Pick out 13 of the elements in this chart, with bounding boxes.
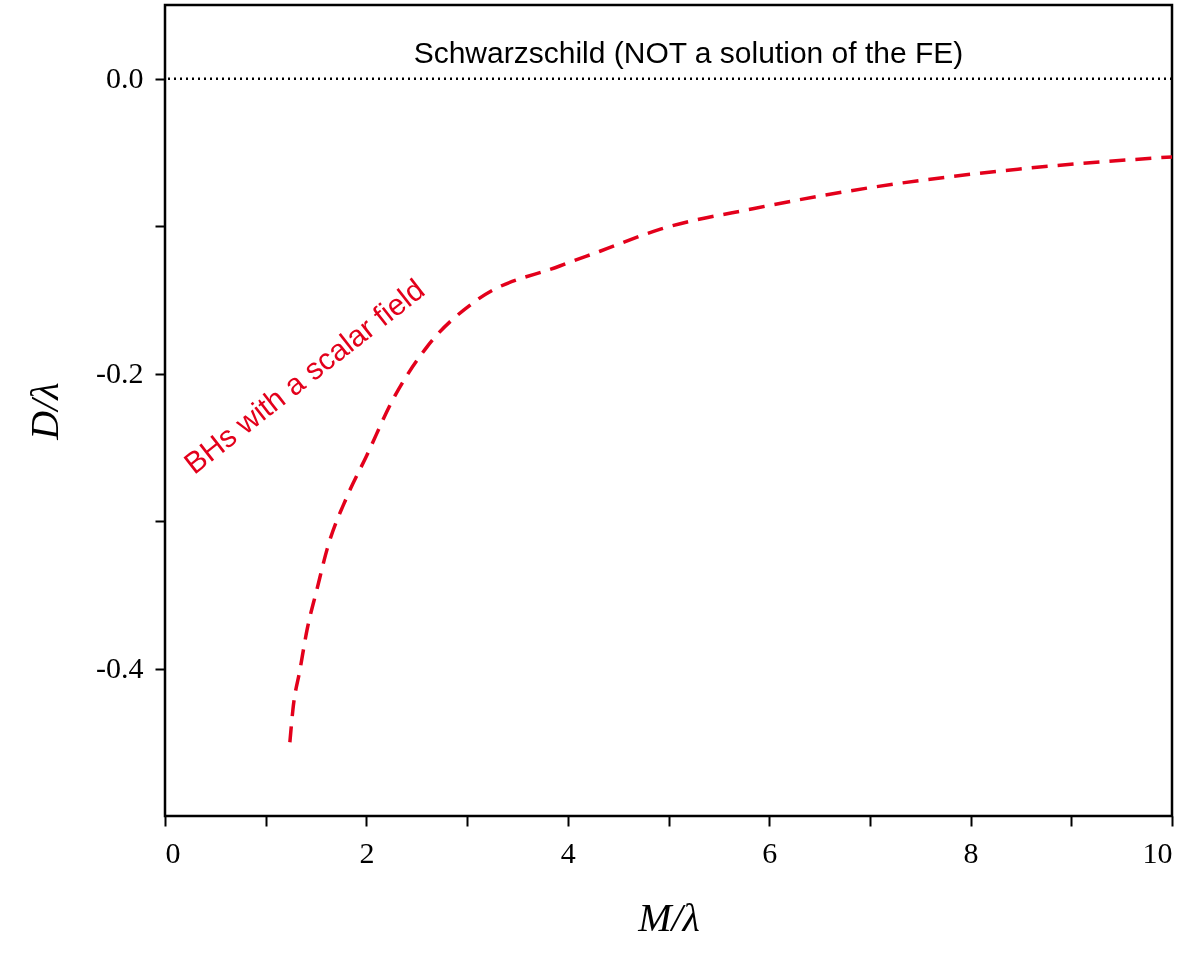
y-tick-label: -0.2: [96, 356, 144, 390]
x-tick-label: 2: [359, 835, 375, 869]
x-axis-title: M/λ: [637, 894, 700, 940]
y-tick-label: -0.4: [96, 651, 144, 685]
ref-line-label: Schwarzschild (NOT a solution of the FE): [413, 35, 964, 69]
x-tick-label: 10: [1142, 835, 1173, 869]
line-series: [288, 155, 1172, 745]
x-tick-label: 6: [762, 835, 778, 869]
x-tick-label: 0: [165, 835, 181, 869]
x-tick-label: 8: [963, 835, 979, 869]
y-tick-label: 0.0: [106, 61, 144, 95]
y-axis-title: D/λ: [22, 382, 68, 441]
x-tick-label: 4: [560, 835, 576, 869]
